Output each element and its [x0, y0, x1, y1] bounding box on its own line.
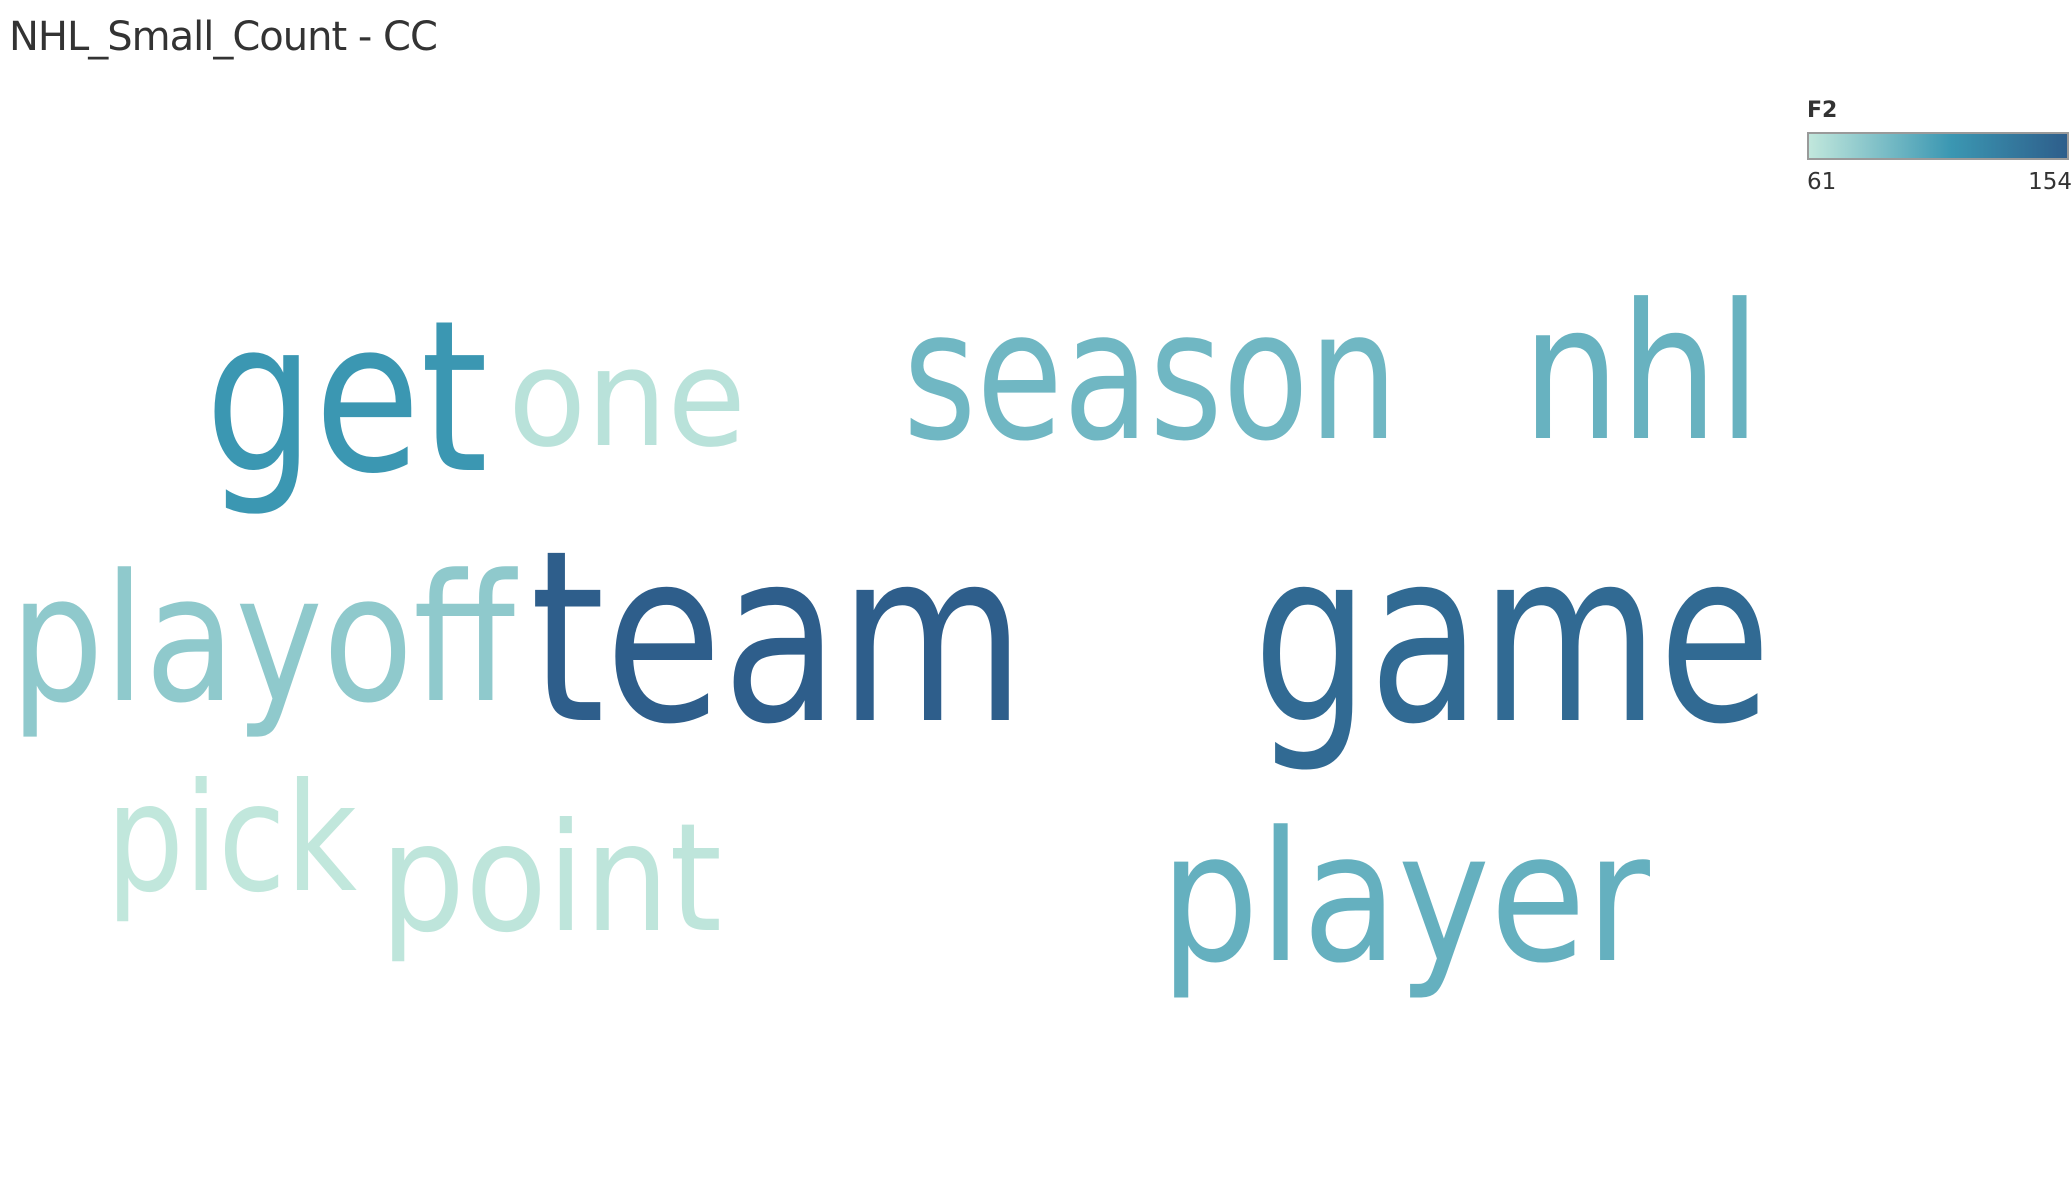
word-game[interactable]: game — [1253, 500, 1771, 777]
legend-title: F2 — [1807, 98, 1838, 123]
word-one[interactable]: one — [508, 320, 746, 477]
word-season[interactable]: season — [903, 272, 1398, 481]
word-point[interactable]: point — [380, 792, 722, 966]
word-team[interactable]: team — [530, 500, 1025, 777]
legend-gradient-bar — [1807, 132, 2069, 160]
word-player[interactable]: player — [1160, 794, 1650, 1003]
legend-min-label: 61 — [1807, 169, 1837, 195]
legend-max-label: 154 — [2028, 169, 2072, 195]
color-legend: F2 61 154 — [1806, 96, 2072, 206]
word-get[interactable]: get — [205, 275, 488, 520]
word-playoff[interactable]: playoff — [10, 537, 518, 742]
word-nhl[interactable]: nhl — [1522, 264, 1761, 483]
chart-title: NHL_Small_Count - CC — [9, 14, 438, 60]
word-pick[interactable]: pick — [106, 752, 357, 926]
